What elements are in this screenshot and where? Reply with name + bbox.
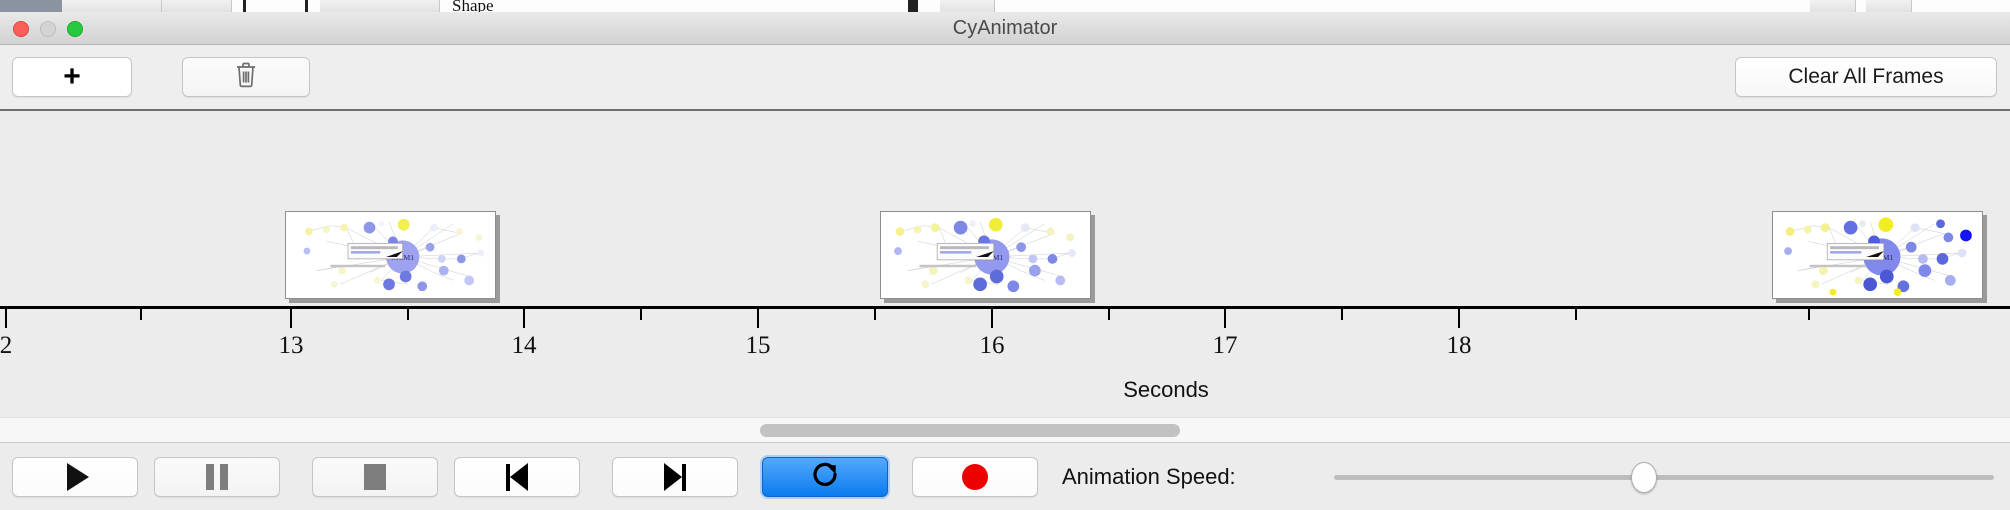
pause-icon (206, 464, 228, 490)
stop-button[interactable] (312, 457, 438, 497)
toolbar-separator (0, 109, 2010, 111)
plus-icon: + (63, 60, 81, 93)
timeline-frame-thumbnail[interactable]: MCM1 (880, 211, 1095, 303)
axis-tick-label: 13 (278, 332, 304, 359)
background-mark (243, 0, 246, 12)
delete-frame-button[interactable] (182, 57, 310, 97)
window-titlebar: CyAnimator (0, 12, 2010, 45)
skip-forward-button[interactable] (612, 457, 738, 497)
network-thumbnail-graphic: MCM1 (1784, 217, 1972, 297)
timeline-scrollbar-track[interactable] (0, 417, 2010, 443)
background-mark (305, 0, 308, 12)
background-tab (162, 0, 232, 12)
background-tab (1810, 0, 1856, 12)
axis-tick-label: 17 (1212, 332, 1238, 359)
axis-tick-major (757, 309, 759, 328)
background-window-label: Shape (452, 0, 494, 12)
axis-tick-minor (874, 309, 876, 320)
background-tab (320, 0, 440, 12)
axis-tick-minor (1575, 309, 1577, 320)
minimize-button[interactable] (40, 21, 56, 37)
axis-tick-minor (140, 309, 142, 320)
background-selected-tab (0, 0, 62, 12)
background-mark (908, 0, 918, 12)
axis-tick-minor (640, 309, 642, 320)
axis-tick-label: 2 (0, 332, 13, 359)
skip-back-icon (506, 463, 528, 491)
timeline-axis-line (0, 306, 2010, 309)
axis-tick-major (290, 309, 292, 328)
axis-tick-label: 15 (745, 332, 771, 359)
window-title: CyAnimator (952, 17, 1058, 39)
timeline-frame-thumbnail[interactable]: MCM1 (1772, 211, 1987, 303)
play-button[interactable] (12, 457, 138, 497)
thumbnail-canvas: MCM1 (285, 211, 496, 299)
background-window-strip: Shape (0, 0, 2010, 12)
axis-tick-major (1224, 309, 1226, 328)
timeline-scrollbar-thumb[interactable] (760, 424, 1180, 437)
trash-icon (234, 61, 258, 93)
animation-speed-thumb[interactable] (1631, 462, 1658, 493)
close-button[interactable] (13, 21, 29, 37)
skip-forward-icon (664, 463, 686, 491)
axis-tick-minor (1108, 309, 1110, 320)
axis-tick-label: 16 (979, 332, 1005, 359)
thumbnail-canvas: MCM1 (1772, 211, 1983, 299)
network-thumbnail-graphic: MCM1 (303, 218, 485, 292)
record-icon (962, 464, 988, 490)
axis-tick-minor (1341, 309, 1343, 320)
network-thumbnail-graphic: MCM1 (894, 217, 1076, 293)
background-tab (1866, 0, 1912, 12)
axis-tick-major (1458, 309, 1460, 328)
axis-tick-minor (407, 309, 409, 320)
axis-tick-minor (1808, 309, 1810, 320)
background-tab (62, 0, 162, 12)
animation-speed-slider[interactable] (1334, 457, 1994, 497)
skip-back-button[interactable] (454, 457, 580, 497)
frame-toolbar: + Clear All Frames (0, 45, 2010, 110)
timeline-frame-thumbnail[interactable]: MCM1 (285, 211, 500, 303)
pause-button[interactable] (154, 457, 280, 497)
loop-button[interactable] (762, 457, 888, 497)
traffic-light-group (13, 21, 83, 37)
thumbnail-canvas: MCM1 (880, 211, 1091, 299)
stop-icon (364, 464, 386, 490)
add-frame-button[interactable]: + (12, 57, 132, 97)
clear-all-frames-button[interactable]: Clear All Frames (1735, 57, 1997, 97)
zoom-button[interactable] (67, 21, 83, 37)
loop-icon (810, 460, 840, 495)
playback-control-bar: Animation Speed: (0, 444, 2010, 510)
play-icon (66, 463, 89, 491)
clear-all-frames-label: Clear All Frames (1788, 65, 1944, 88)
axis-tick-major (5, 309, 7, 328)
animation-speed-label: Animation Speed: (1062, 464, 1236, 489)
animation-speed-track (1334, 475, 1994, 480)
axis-tick-major (523, 309, 525, 328)
axis-tick-major (991, 309, 993, 328)
axis-tick-label: 18 (1446, 332, 1472, 359)
axis-tick-label: 14 (511, 332, 537, 359)
record-button[interactable] (912, 457, 1038, 497)
background-tab (940, 0, 995, 12)
timeline-axis-caption: Seconds (1123, 377, 1209, 402)
